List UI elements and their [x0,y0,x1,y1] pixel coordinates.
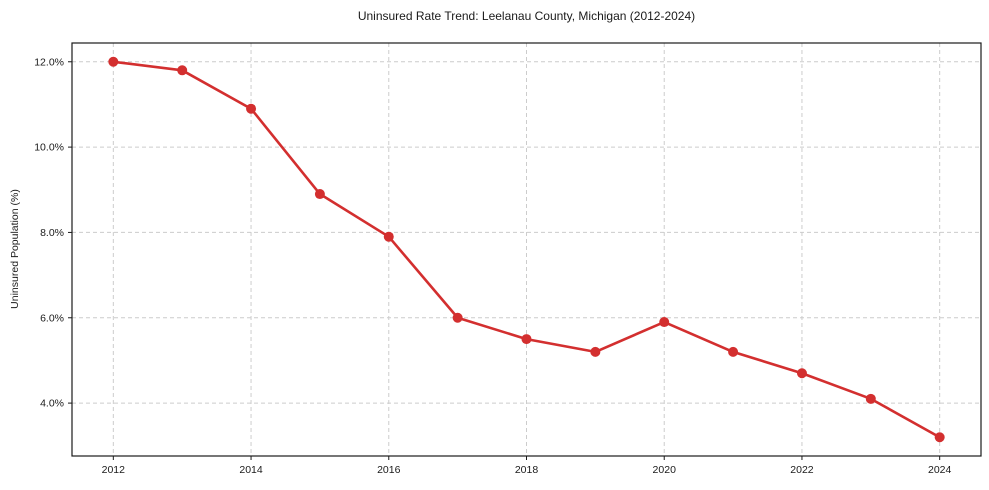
y-tick-label: 8.0% [40,227,64,239]
data-point-marker [246,103,257,114]
y-tick-label: 6.0% [40,312,64,324]
y-tick-label: 10.0% [34,142,64,154]
x-tick-label: 2020 [653,464,677,476]
y-tick-label: 12.0% [34,56,64,68]
data-point-marker [796,368,807,379]
data-point-marker [383,231,394,242]
data-point-marker [865,393,876,404]
data-point-marker [659,317,670,328]
data-point-marker [452,312,463,323]
chart-title: Uninsured Rate Trend: Leelanau County, M… [357,9,696,23]
x-tick-label: 2018 [515,464,539,476]
x-tick-label: 2016 [377,464,401,476]
data-point-marker [590,346,601,357]
y-tick-label: 4.0% [40,398,64,410]
x-tick-label: 2014 [239,464,263,476]
data-point-marker [934,432,945,443]
data-point-marker [728,346,739,357]
x-tick-label: 2022 [790,464,814,476]
data-point-marker [108,56,119,67]
x-tick-label: 2024 [928,464,952,476]
data-point-marker [314,189,325,200]
data-point-marker [177,65,188,76]
x-tick-label: 2012 [102,464,126,476]
data-point-marker [521,334,532,345]
